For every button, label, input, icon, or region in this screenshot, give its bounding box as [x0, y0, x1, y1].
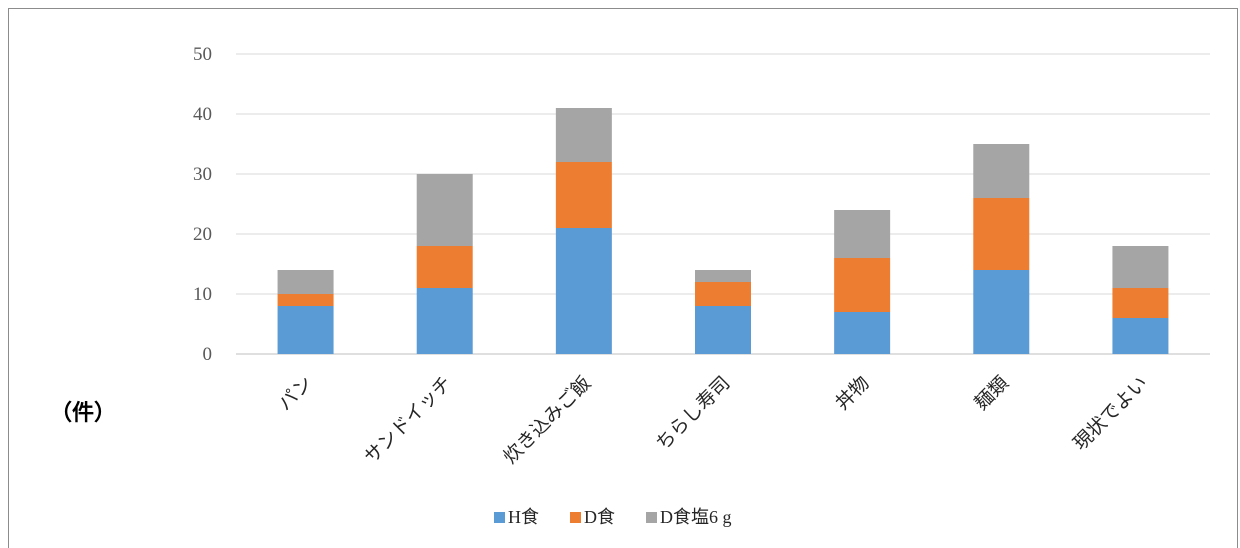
y-tick-label: 0	[203, 344, 213, 365]
bar-segment	[277, 306, 334, 354]
y-tick-label: 40	[193, 104, 212, 125]
bar-segment	[695, 270, 751, 282]
bar-segment	[555, 228, 612, 354]
bar-segment	[973, 198, 1030, 270]
bar-segment	[973, 270, 1030, 354]
legend-label: D食塩6 g	[660, 507, 732, 527]
bar-segment	[695, 282, 751, 306]
bar-segment	[277, 294, 334, 306]
x-category-label: パン	[274, 372, 317, 415]
bar-segment	[277, 270, 334, 294]
legend-swatch	[494, 512, 505, 523]
legend-label: H食	[508, 507, 539, 527]
x-axis-category-labels: パン サンドイッチ 炊き込みご飯 ちらし寿司 丼物 麺類 現状でよい	[274, 372, 1152, 468]
unit-label: （件）	[50, 401, 116, 426]
bar-segment	[695, 306, 751, 354]
x-category-label: 麺類	[970, 372, 1012, 414]
bar-segment	[1112, 288, 1169, 318]
bar-segment	[834, 210, 891, 258]
bar-segment	[416, 288, 473, 354]
bar-segment	[555, 108, 612, 162]
y-tick-label: 30	[193, 164, 212, 185]
bar-segment	[1112, 318, 1169, 354]
bar-segment	[416, 174, 473, 246]
legend: H食 D食 D食塩6 g	[494, 507, 732, 527]
bar-segment	[973, 144, 1030, 198]
legend-swatch	[570, 512, 581, 523]
bar-segment	[1112, 246, 1169, 288]
y-tick-label: 20	[193, 224, 212, 245]
y-tick-label: 50	[193, 44, 212, 65]
y-axis-tick-labels: 0 10 20 30 40 50	[193, 44, 212, 365]
x-category-label: サンドイッチ	[360, 372, 456, 468]
chart-frame	[8, 8, 1238, 548]
legend-label: D食	[584, 507, 615, 527]
x-category-label: 炊き込みご飯	[499, 372, 595, 468]
bar-segment	[834, 312, 891, 354]
bar-segment	[834, 258, 891, 312]
bars	[277, 108, 1169, 354]
bar-segment	[555, 162, 612, 228]
legend-swatch	[646, 512, 657, 523]
bar-segment	[416, 246, 473, 288]
x-category-label: ちらし寿司	[652, 372, 735, 455]
x-category-label: 丼物	[831, 372, 873, 414]
x-category-label: 現状でよい	[1069, 372, 1152, 455]
y-tick-label: 10	[193, 284, 212, 305]
